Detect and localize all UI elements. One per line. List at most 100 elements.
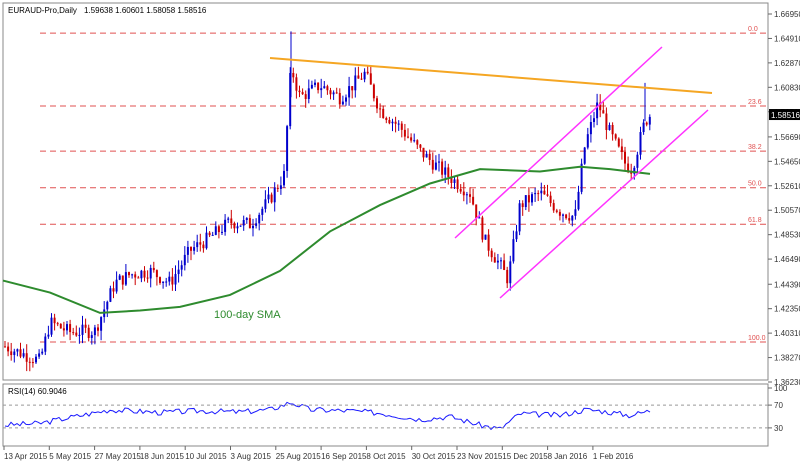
candle-body [146,277,149,279]
candle-body [583,147,586,164]
candle-body [422,147,425,158]
candle-body [527,195,530,203]
candle-body [239,225,242,227]
candle-body [456,179,459,190]
date-tick-label: 5 May 2015 [49,452,91,461]
candle-body [400,123,403,130]
candle-body [118,275,121,280]
candle-body [35,356,37,363]
candle-body [376,98,378,109]
date-axis: 13 Apr 2015 5 May 2015 27 May 2015 18 Jun 2… [3,446,634,461]
candle-body [258,214,261,224]
price-tick-label: 1.60830 [774,83,800,92]
candle-body [81,324,84,335]
candle-body [233,223,236,229]
candle-body [397,123,400,125]
price-tick-label: 1.38270 [774,354,800,363]
candle-body [428,153,431,160]
candle-body [490,250,493,258]
date-tick-label: 1 Feb 2016 [593,452,634,461]
candle-body [450,176,453,183]
candle-body [534,193,537,195]
price-tick-label: 1.42350 [774,305,800,314]
candle-body [56,323,59,325]
rsi-line [4,401,651,431]
candle-body [391,121,394,124]
candle-body [341,101,344,105]
candle-body [177,269,180,275]
candle-body [310,84,313,89]
candle-body [577,191,580,210]
candle-body [109,288,112,302]
candle-body [4,346,6,348]
price-tick-label: 1.56690 [774,133,800,142]
resistance-trendline [269,57,713,94]
candle-body [382,108,385,119]
candle-body [512,239,515,262]
date-tick-label: 15 Dec 2015 [502,452,548,461]
candle-body [360,78,363,80]
rsi-polyline [4,401,651,431]
candle-body [434,162,437,170]
candle-body [447,167,450,177]
candle-body [614,134,617,139]
candle-body [475,204,478,219]
candle-body [295,77,298,91]
candle-body [289,72,292,127]
candle-body [419,144,422,148]
candle-body [53,317,56,324]
candle-body [611,124,614,135]
candle-body [438,161,440,163]
candle-body [255,223,258,226]
candle-body [211,234,214,236]
date-tick-label: 10 Jul 2015 [185,452,227,461]
candle-body [645,122,648,125]
candle-body [307,88,310,99]
price-tick-label: 1.48530 [774,231,800,240]
candle-body [537,193,540,195]
candle-body [180,265,183,270]
candle-body [248,218,251,229]
price-chart: EURAUD-Pro,Daily 1.59638 1.60601 1.58058… [2,2,800,387]
candle-body [38,353,41,357]
candle-body [608,124,611,131]
candle-body [190,246,192,251]
channel-upper-line [454,46,663,239]
candle-body [273,187,276,203]
rsi-title: RSI(14) 60.9046 [8,387,67,396]
candle-body [589,121,592,135]
candle-body [276,187,279,189]
candle-body [431,159,434,170]
candle-body [224,219,227,232]
candle-body [441,161,444,175]
candle-body [72,332,75,334]
candle-body [124,272,127,285]
candle-body [555,210,558,212]
candle-body [112,288,115,292]
candle-body [357,75,360,79]
candle-body [596,102,599,119]
candle-body [326,86,329,91]
date-tick-label: 25 Aug 2015 [276,452,321,461]
candle-body [348,86,351,98]
candle-body [134,274,137,278]
candle-body [459,189,462,192]
last-price-tag [769,109,800,121]
candle-body [13,351,16,356]
candle-body [149,267,152,279]
fib-level-label: 38.2 [748,144,762,151]
candle-body [379,108,382,110]
candle-body [199,242,202,245]
candle-body [568,218,571,221]
candle-body [155,270,158,278]
candle-body [121,275,124,285]
price-tick-label: 1.36230 [774,378,800,387]
date-tick-label: 8 Oct 2015 [366,452,406,461]
candle-body [599,102,602,111]
date-tick-label: 23 Nov 2015 [457,452,503,461]
rsi-tick-label: 70 [774,401,783,410]
price-tick-label: 1.62870 [774,59,800,68]
sma-label: 100-day SMA [214,309,281,321]
sma-line [2,165,651,314]
candle-body [565,214,568,219]
